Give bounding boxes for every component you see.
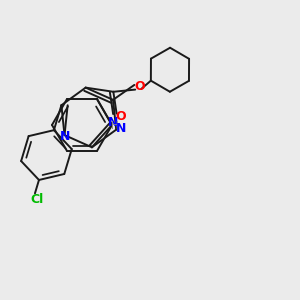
Text: N: N <box>116 122 126 135</box>
Text: O: O <box>134 80 145 93</box>
Text: O: O <box>115 110 126 123</box>
Text: N: N <box>60 130 71 142</box>
Text: Cl: Cl <box>30 193 44 206</box>
Text: H: H <box>111 121 119 131</box>
Text: N: N <box>108 116 118 130</box>
